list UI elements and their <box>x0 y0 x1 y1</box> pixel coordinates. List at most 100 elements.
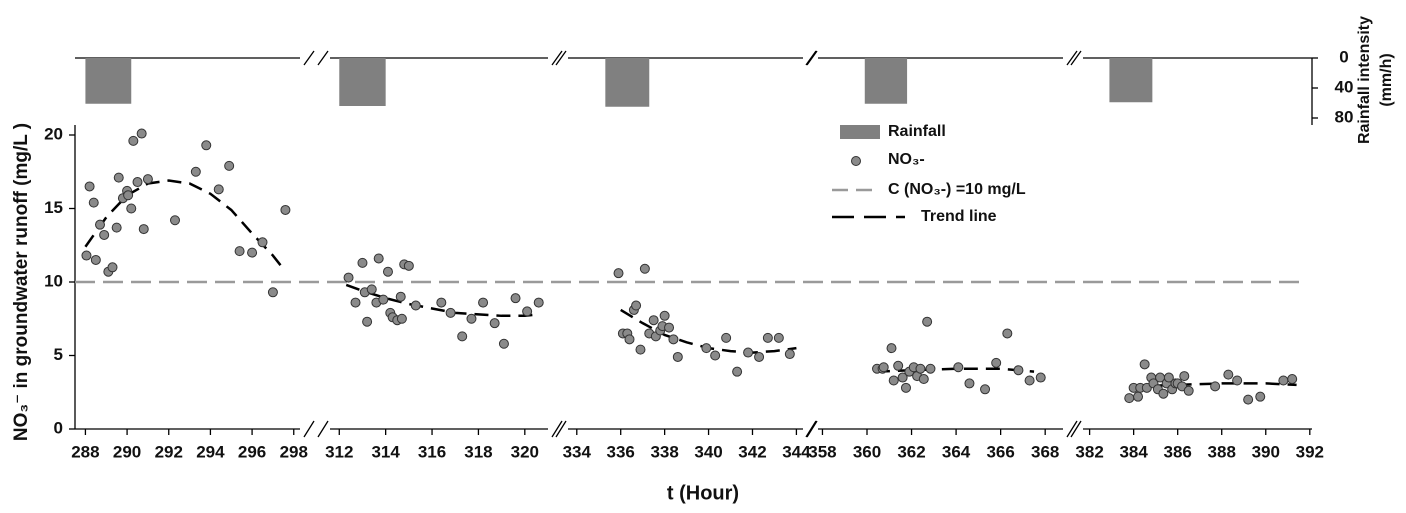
axis-break <box>805 50 817 66</box>
y2-tick-label: 40 <box>1335 77 1354 96</box>
legend-label: C (NO₃-) =10 mg/L <box>888 181 1026 198</box>
trend-line <box>345 283 539 318</box>
no3-point <box>234 246 245 257</box>
x-tick-label: 312 <box>325 442 353 461</box>
no3-point <box>224 160 235 171</box>
y-tick-label: 20 <box>44 124 63 143</box>
no3-point <box>1255 391 1266 402</box>
no3-point <box>90 254 101 265</box>
x-tick-label: 390 <box>1252 442 1280 461</box>
x-tick-label: 358 <box>808 442 836 461</box>
x-tick-label: 360 <box>853 442 881 461</box>
x-tick-label: 386 <box>1163 442 1191 461</box>
no3-point <box>436 297 447 308</box>
x-tick-label: 368 <box>1031 442 1059 461</box>
no3-point <box>366 284 377 295</box>
x-tick-label: 294 <box>196 442 225 461</box>
x-tick-label: 340 <box>694 442 722 461</box>
rainfall-bar <box>605 58 650 107</box>
no3-point <box>142 174 153 185</box>
no3-point <box>1163 372 1174 383</box>
y2-axis-label: (mm/h) <box>1378 53 1395 106</box>
x-tick-label: 298 <box>280 442 308 461</box>
rainfall-bar <box>85 58 132 104</box>
no3-point <box>915 363 926 374</box>
no3-point <box>257 237 268 248</box>
axis-break <box>805 420 817 438</box>
no3-point <box>1278 375 1289 386</box>
no3-point <box>382 266 393 277</box>
no3-point <box>659 310 670 321</box>
no3-point <box>170 215 180 226</box>
no3-point <box>918 374 929 385</box>
no3-point <box>1013 365 1024 376</box>
no3-point <box>123 190 134 201</box>
x-tick-label: 292 <box>155 442 183 461</box>
x-tick-label: 362 <box>897 442 925 461</box>
no3-point <box>126 203 137 214</box>
x-tick-label: 388 <box>1208 442 1236 461</box>
axis-break <box>303 50 315 66</box>
no3-point <box>410 300 421 311</box>
no3-point <box>350 297 361 308</box>
axis-break <box>1070 420 1082 438</box>
no3-point <box>991 357 1002 368</box>
no3-point <box>132 177 143 188</box>
no3-point <box>445 307 456 318</box>
no3-point <box>111 222 122 233</box>
no3-point <box>893 360 904 371</box>
no3-point <box>1183 385 1194 396</box>
no3-point <box>672 351 683 362</box>
no3-point <box>1223 369 1234 380</box>
no3-point <box>668 334 679 345</box>
x-tick-label: 364 <box>942 442 971 461</box>
axis-break <box>317 50 329 66</box>
no3-point <box>922 316 933 327</box>
no3-point <box>1243 394 1254 405</box>
x-tick-label: 290 <box>113 442 141 461</box>
no3-point <box>900 382 911 393</box>
axis-break <box>317 420 329 438</box>
rainfall-bar <box>339 58 386 106</box>
x-tick-label: 288 <box>71 442 99 461</box>
no3-point <box>99 229 110 240</box>
no3-point <box>128 135 139 146</box>
y-axis-label: NO₃⁻ in groundwater runoff (mg/L ) <box>11 123 32 441</box>
no3-point <box>396 313 407 324</box>
no3-point <box>743 347 754 358</box>
x-tick-label: 318 <box>464 442 492 461</box>
x-tick-label: 384 <box>1119 442 1148 461</box>
no3-point <box>95 219 105 230</box>
legend-swatch <box>840 125 880 139</box>
no3-point <box>762 332 773 343</box>
legend-label: Trend line <box>921 208 997 225</box>
x-tick-label: 392 <box>1296 442 1324 461</box>
no3-point <box>267 287 278 298</box>
no3-point <box>466 313 477 324</box>
no3-point <box>639 263 650 274</box>
no3-point <box>888 375 899 386</box>
no3-point <box>878 362 889 373</box>
no3-point <box>510 293 521 304</box>
no3-point <box>886 343 897 354</box>
x-tick-label: 316 <box>418 442 446 461</box>
x-axis-label: t (Hour) <box>667 482 739 504</box>
no3-point <box>522 306 533 317</box>
no3-point <box>403 260 414 271</box>
axis-break <box>1070 50 1082 66</box>
no3-point <box>1024 375 1035 386</box>
axis-break <box>806 50 818 66</box>
no3-point <box>701 343 712 354</box>
y2-tick-label: 80 <box>1335 107 1354 126</box>
no3-point <box>1124 393 1135 404</box>
no3-point <box>925 363 936 374</box>
no3-point <box>489 318 500 329</box>
no3-point <box>113 172 124 183</box>
trend-line <box>875 367 1035 373</box>
no3-point <box>84 181 95 192</box>
no3-point <box>378 294 389 305</box>
legend-swatch <box>851 156 861 166</box>
x-tick-label: 296 <box>238 442 266 461</box>
no3-point <box>498 338 509 349</box>
